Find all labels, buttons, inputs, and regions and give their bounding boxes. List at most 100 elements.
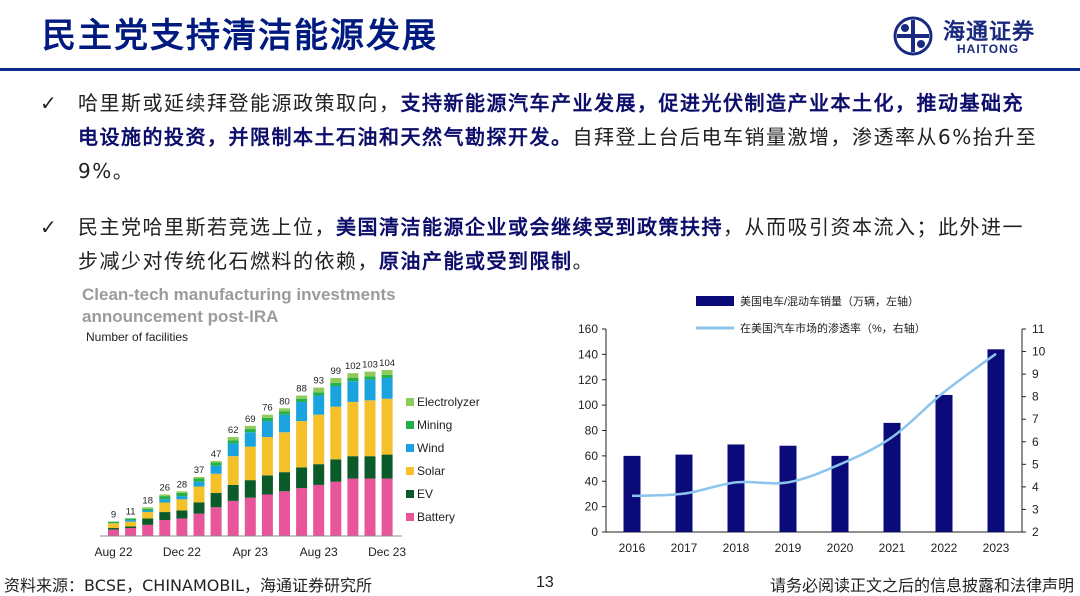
- right-y-tick-label: 10: [1032, 345, 1046, 359]
- header-divider: [0, 68, 1080, 71]
- left-bar-total-label: 11: [126, 506, 136, 517]
- legend-label-mining: Mining: [417, 418, 452, 432]
- left-bar-battery-14: [347, 478, 359, 536]
- left-bar-electrolyzer-16: [381, 370, 393, 375]
- left-bar-electrolyzer-15: [364, 371, 376, 377]
- x-tick-label: 2020: [827, 541, 854, 555]
- left-bar-mining-12: [313, 392, 325, 396]
- left-bar-electrolyzer-2: [142, 507, 154, 509]
- x-tick-label: 2023: [983, 541, 1010, 555]
- left-bar-battery-9: [261, 494, 273, 536]
- left-y-tick-label: 80: [585, 424, 599, 438]
- left-bar-battery-7: [227, 500, 239, 536]
- left-bar-mining-3: [159, 496, 171, 500]
- x-tick-label: 2022: [931, 541, 958, 555]
- bullet-1-seg-1: 哈里斯或延续拜登能源政策取向，: [78, 91, 401, 115]
- sales-bar-2020: [831, 455, 849, 532]
- left-bar-total-label: 80: [279, 396, 290, 407]
- right-y-tick-label: 11: [1032, 322, 1045, 336]
- left-bar-total-label: 99: [331, 366, 342, 377]
- legend-label-ev: EV: [417, 487, 433, 501]
- left-y-tick-label: 20: [585, 500, 599, 514]
- left-bar-solar-7: [227, 456, 239, 485]
- check-icon: ✓: [40, 215, 57, 239]
- left-bar-total-label: 104: [379, 358, 395, 369]
- bullet-1-seg-3: 自拜登上台后电车销量激增，渗透率从6%抬升至9%。: [78, 125, 1038, 183]
- left-bar-electrolyzer-7: [227, 437, 239, 441]
- left-y-tick-label: 60: [585, 449, 599, 463]
- left-bar-ev-8: [244, 480, 256, 498]
- left-bar-ev-10: [279, 472, 290, 492]
- legend-label-battery: Battery: [417, 510, 455, 524]
- right-chart: 美国电车/混动车销量（万辆，左轴） 在美国汽车市场的渗透率（%，右轴） 0 20 40 6…: [578, 294, 1046, 555]
- legend-swatch-battery: [406, 513, 414, 521]
- left-bar-solar-15: [364, 400, 376, 457]
- left-y-tick-label: 120: [578, 373, 598, 387]
- logo-english-text: HAITONG: [957, 42, 1020, 56]
- left-bar-mining-4: [176, 492, 188, 497]
- left-bar-wind-10: [279, 414, 290, 433]
- left-bar-ev-2: [142, 518, 154, 525]
- legend-swatch-ev: [406, 490, 414, 498]
- left-bar-battery-8: [244, 497, 256, 536]
- left-bar-total-label: 69: [245, 414, 256, 425]
- left-bar-battery-5: [193, 513, 205, 536]
- left-bar-mining-6: [210, 462, 222, 466]
- left-bar-battery-1: [125, 528, 137, 536]
- bullet-2-seg-5: 。: [572, 249, 594, 273]
- left-bar-mining-16: [381, 374, 393, 378]
- left-x-tick-label: Aug 22: [94, 545, 132, 559]
- right-y-tick-label: 9: [1032, 367, 1039, 381]
- left-x-tick-label: Apr 23: [233, 545, 269, 559]
- left-bar-battery-6: [210, 507, 222, 536]
- left-bar-wind-4: [176, 496, 188, 500]
- legend-label-electrolyzer: Electrolyzer: [417, 395, 480, 409]
- left-chart: 9 11 18 26 28 37 47 62 69 76 80 88 93 99 102 103 104 Aug …: [94, 358, 480, 559]
- left-y-tick-label: 100: [578, 398, 598, 412]
- left-bar-total-label: 18: [142, 495, 153, 506]
- left-bar-battery-10: [279, 491, 290, 536]
- left-bar-ev-9: [261, 475, 273, 495]
- left-bar-total-label: 103: [362, 360, 378, 371]
- bullet-1-seg-2: 支持新能源汽车产业发展，促进光伏制造产业本土化，推动基础充电设施的投资，并限制本…: [78, 91, 1024, 149]
- legend-label-penetration: 在美国汽车市场的渗透率（%，右轴）: [740, 321, 926, 335]
- left-bar-mining-1: [125, 518, 137, 521]
- left-bar-wind-3: [159, 499, 171, 503]
- right-y-tick-label: 7: [1032, 412, 1039, 426]
- x-tick-label: 2018: [723, 541, 750, 555]
- left-bar-solar-2: [142, 512, 154, 519]
- legend-swatch-sales: [696, 296, 734, 306]
- left-bar-solar-1: [125, 521, 137, 527]
- left-bar-total-label: 26: [160, 483, 171, 494]
- right-y-tick-label: 6: [1032, 435, 1039, 449]
- left-bar-wind-1: [125, 520, 137, 522]
- left-bar-electrolyzer-13: [330, 377, 342, 383]
- legend-swatch-mining: [406, 421, 414, 429]
- left-bar-ev-6: [210, 492, 222, 508]
- legend-label-sales: 美国电车/混动车销量（万辆，左轴）: [740, 294, 919, 308]
- left-bar-solar-12: [313, 414, 325, 465]
- left-bar-total-label: 102: [345, 361, 361, 372]
- left-bar-electrolyzer-8: [244, 425, 256, 430]
- left-bar-solar-16: [381, 398, 393, 455]
- x-tick-label: 2019: [775, 541, 802, 555]
- left-bar-mining-14: [347, 377, 359, 382]
- sales-bar-2018: [727, 444, 745, 532]
- left-bar-solar-9: [261, 437, 273, 476]
- logo-chinese-text: 海通证券: [943, 19, 1036, 45]
- bullet-2-seg-3: ，从而吸引资本流入；此外进一步减少对传统化石燃料的依赖，: [78, 215, 1024, 273]
- left-bar-mining-5: [193, 478, 205, 482]
- x-tick-label: 2016: [619, 541, 646, 555]
- left-bar-battery-11: [296, 488, 308, 536]
- left-bar-solar-4: [176, 499, 188, 511]
- right-y-tick-label: 5: [1032, 457, 1039, 471]
- left-bar-battery-16: [381, 478, 393, 536]
- left-bar-wind-9: [261, 421, 273, 438]
- legend-swatch-solar: [406, 467, 414, 475]
- legend-swatch-wind: [406, 444, 414, 452]
- left-bar-ev-4: [176, 510, 188, 519]
- left-y-tick-label: 140: [578, 347, 598, 361]
- left-bar-electrolyzer-10: [279, 408, 290, 412]
- sales-bar-2023: [987, 349, 1005, 532]
- right-y-tick-label: 4: [1032, 480, 1039, 494]
